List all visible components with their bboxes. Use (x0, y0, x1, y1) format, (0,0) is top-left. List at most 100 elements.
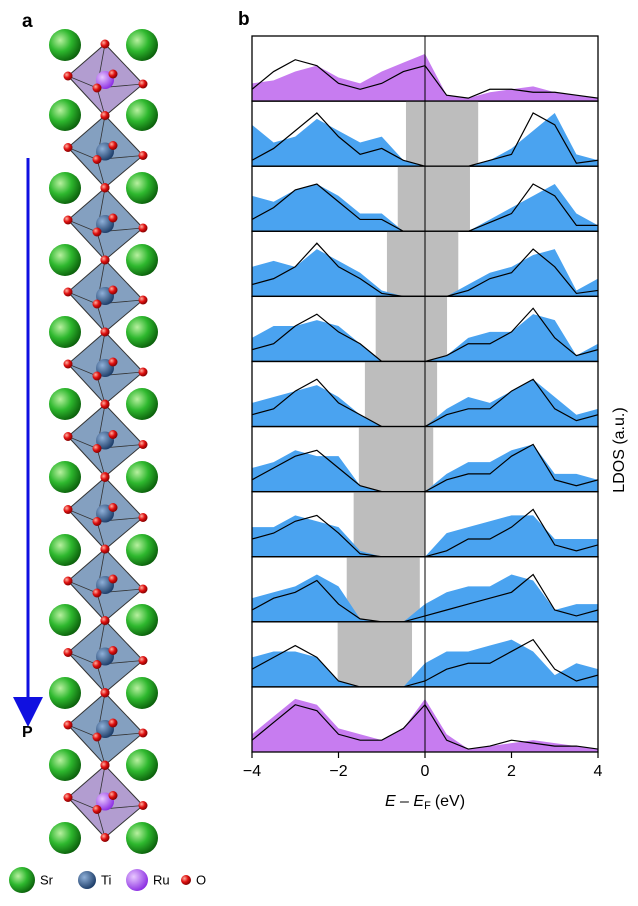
o-atom (139, 513, 148, 522)
legend-label: Ti (101, 872, 111, 887)
o-atom (93, 660, 102, 669)
sr-atom (49, 244, 81, 276)
legend-label: O (196, 872, 206, 887)
o-atom (101, 184, 110, 193)
x-tick-label: −2 (329, 763, 347, 780)
o-atom (139, 656, 148, 665)
o-atom (139, 151, 148, 160)
sr-atom (49, 29, 81, 61)
o-atom (93, 228, 102, 237)
o-atom (101, 761, 110, 770)
o-atom (109, 214, 118, 223)
sr-atom (49, 534, 81, 566)
sr-atom (126, 461, 158, 493)
o-atom (64, 432, 73, 441)
arrow-label: P (22, 724, 33, 741)
o-atom (64, 577, 73, 586)
o-atom (64, 72, 73, 81)
o-atom (109, 646, 118, 655)
o-atom (109, 791, 118, 800)
band-gap (338, 622, 412, 687)
sr-atom (126, 677, 158, 709)
sr-atom (49, 604, 81, 636)
band-gap (359, 427, 433, 492)
panel-label: a (22, 11, 33, 32)
sr-atom (126, 29, 158, 61)
o-atom (109, 719, 118, 728)
x-label-text: E – E (385, 793, 424, 810)
o-atom (109, 286, 118, 295)
sr-atom (126, 172, 158, 204)
sr-atom (126, 534, 158, 566)
o-atom (93, 300, 102, 309)
sr-atom (49, 822, 81, 854)
sr-atom (126, 99, 158, 131)
sr-atom (49, 677, 81, 709)
o-atom (93, 84, 102, 93)
o-atom (101, 473, 110, 482)
band-gap (354, 492, 425, 557)
band-gap (387, 231, 458, 296)
o-atom (139, 440, 148, 449)
o-atom (109, 141, 118, 150)
sr-atom (49, 461, 81, 493)
o-atom (64, 505, 73, 514)
o-atom (139, 729, 148, 738)
o-atom (101, 545, 110, 554)
sr-atom (126, 822, 158, 854)
o-atom (139, 801, 148, 810)
o-atom (109, 575, 118, 584)
sr-atom (126, 749, 158, 781)
o-atom (101, 40, 110, 49)
o-atom (64, 360, 73, 369)
o-atom (93, 444, 102, 453)
x-tick-label: 0 (421, 763, 430, 780)
band-gap (406, 101, 478, 166)
panel-label: b (238, 9, 250, 30)
legend-marker (78, 871, 96, 889)
o-atom (139, 80, 148, 89)
sr-atom (49, 388, 81, 420)
o-atom (93, 155, 102, 164)
panel-a: Sr Ti Ru O (9, 29, 206, 893)
band-gap (376, 296, 447, 361)
o-atom (64, 648, 73, 657)
o-atom (93, 517, 102, 526)
o-atom (109, 358, 118, 367)
legend-marker (126, 869, 148, 891)
x-tick-label: 2 (507, 763, 516, 780)
x-tick-label: −4 (243, 763, 261, 780)
y-axis-label: LDOS (a.u.) (611, 407, 628, 492)
o-atom (93, 805, 102, 814)
band-gap (347, 557, 420, 622)
o-atom (64, 288, 73, 297)
x-axis-label: E – EF(eV) (385, 793, 465, 812)
sr-atom (126, 604, 158, 636)
o-atom (139, 585, 148, 594)
o-atom (101, 616, 110, 625)
o-atom (109, 503, 118, 512)
o-atom (64, 143, 73, 152)
sr-atom (49, 99, 81, 131)
legend-label: Ru (153, 872, 170, 887)
o-atom (101, 328, 110, 337)
legend-marker (181, 875, 191, 885)
o-atom (64, 721, 73, 730)
o-atom (101, 833, 110, 842)
o-atom (64, 216, 73, 225)
x-label-unit: (eV) (435, 793, 465, 810)
legend-label: Sr (40, 872, 54, 887)
o-atom (139, 296, 148, 305)
sr-atom (49, 172, 81, 204)
sr-atom (126, 244, 158, 276)
o-atom (139, 368, 148, 377)
o-atom (109, 70, 118, 79)
o-atom (101, 256, 110, 265)
legend-marker (9, 867, 35, 893)
sr-atom (49, 749, 81, 781)
band-gap (365, 361, 437, 426)
o-atom (93, 372, 102, 381)
o-atom (101, 111, 110, 120)
figure: SrTiRuO −4−2024E – EF(eV)LDOS (a.u.) a b… (0, 0, 638, 906)
